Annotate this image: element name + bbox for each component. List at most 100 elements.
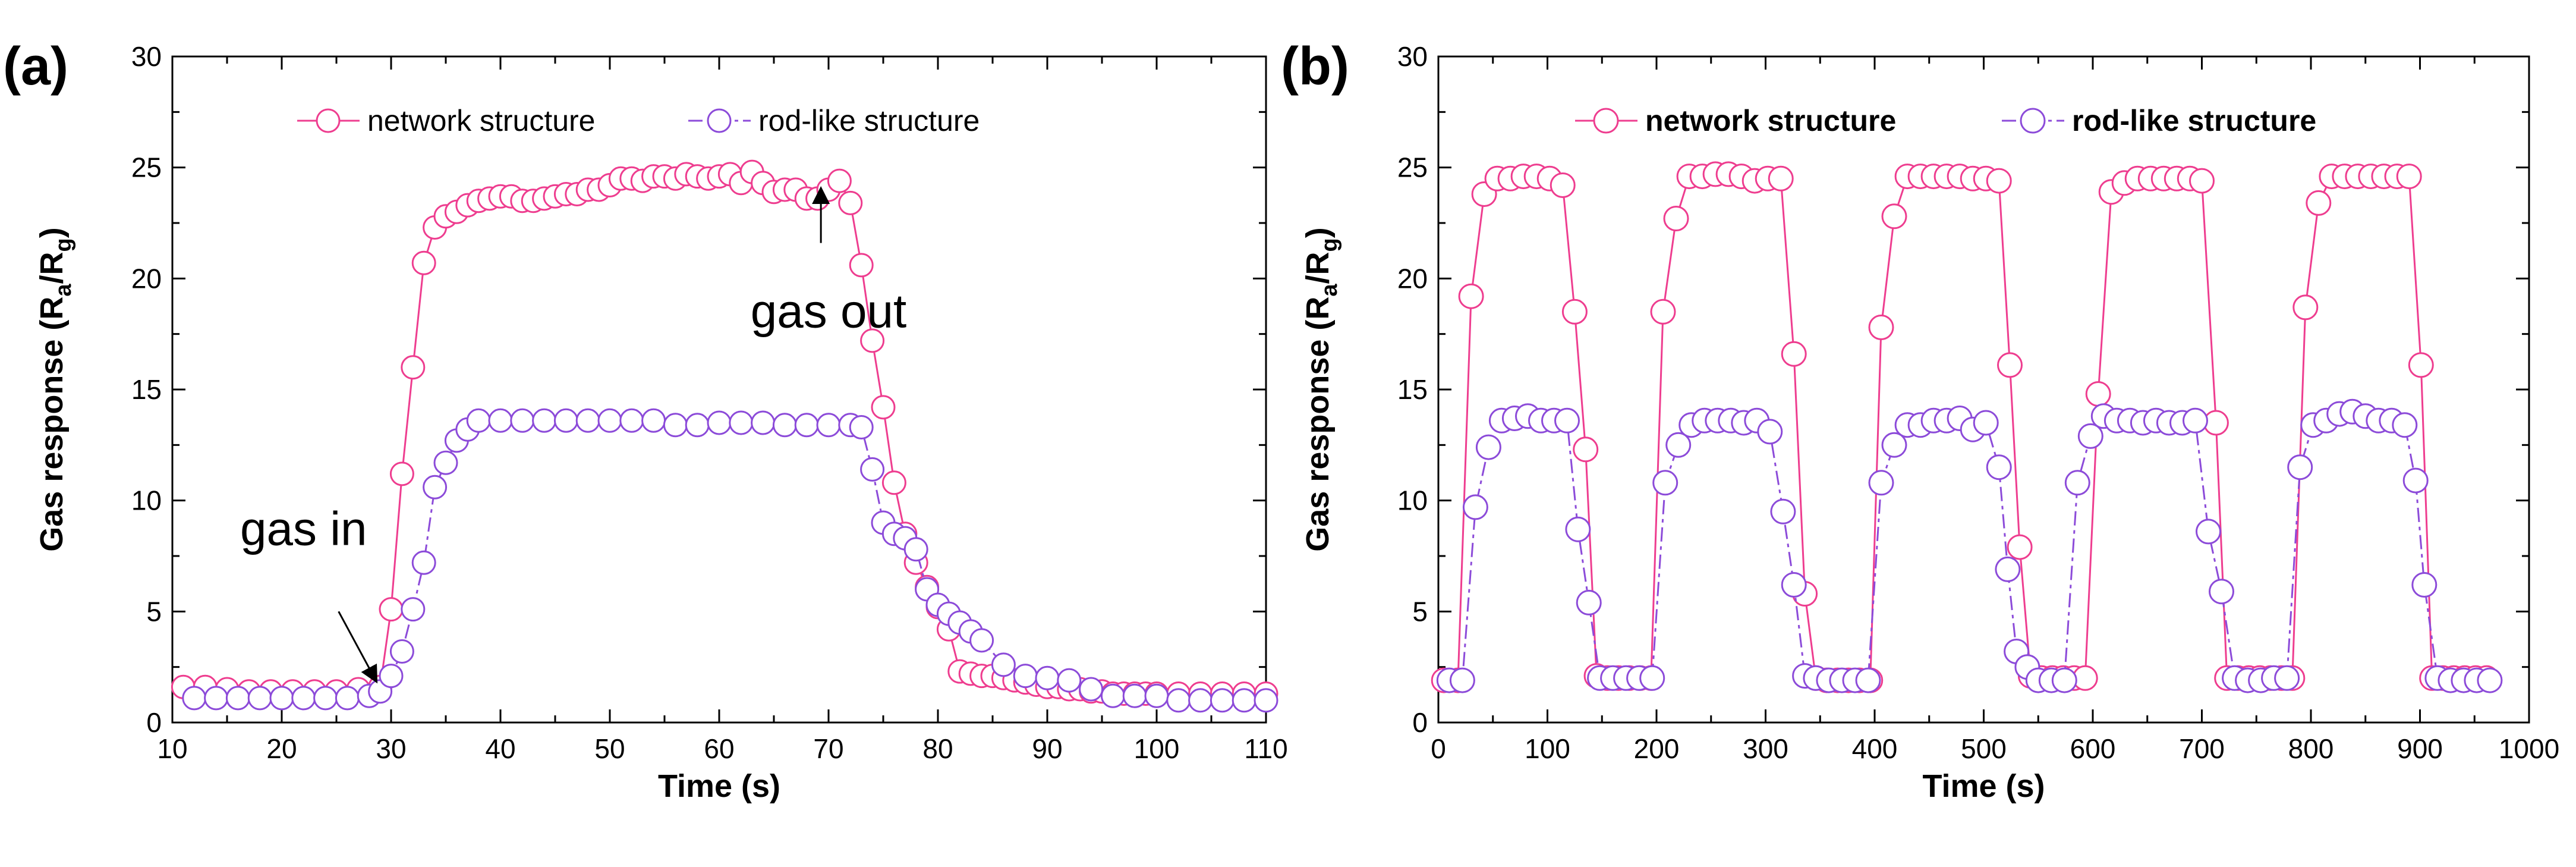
y-axis-title-part: ) xyxy=(34,227,70,238)
series-line-b-rodlike xyxy=(1449,410,2490,681)
y-tick-label-b: 10 xyxy=(1397,485,1428,516)
data-point-b-network xyxy=(2085,381,2111,407)
data-point-b-rodlike xyxy=(2274,665,2300,691)
data-point-a-rodlike xyxy=(269,686,294,711)
x-tick-label-b: 100 xyxy=(1525,733,1570,764)
data-point-b-network xyxy=(1561,299,1588,325)
x-tick-label-a: 110 xyxy=(1244,733,1287,764)
x-tick-label-b: 600 xyxy=(2070,733,2116,764)
data-point-b-rodlike xyxy=(1565,516,1591,542)
x-tick-label-b: 800 xyxy=(2288,733,2334,764)
y-tick-label-a: 5 xyxy=(146,596,162,627)
x-tick-label-a: 20 xyxy=(266,733,297,764)
y-axis-title-a: Gas response (Ra/Rg) xyxy=(34,227,76,552)
legend-marker-a-0 xyxy=(316,108,341,133)
data-point-b-network xyxy=(1868,315,1894,340)
data-point-a-network xyxy=(849,253,874,278)
data-point-a-rodlike xyxy=(849,415,874,439)
data-point-b-rodlike xyxy=(2196,519,2221,545)
y-axis-title-part: Gas response (R xyxy=(34,297,70,552)
data-point-a-network xyxy=(860,328,885,353)
data-point-a-rodlike xyxy=(553,408,578,433)
data-point-a-rodlike xyxy=(707,410,732,435)
data-point-b-network xyxy=(1550,172,1576,198)
data-point-b-rodlike xyxy=(2392,412,2418,438)
annotation-arrow-a-0 xyxy=(338,611,378,684)
data-point-a-rodlike xyxy=(794,413,819,438)
data-point-b-network xyxy=(1986,168,2012,194)
data-point-a-network xyxy=(827,168,852,193)
data-point-a-network xyxy=(838,190,863,215)
y-axis-title-b: Gas response (Ra/Rg) xyxy=(1300,227,1342,552)
annotation-a-1: gas out xyxy=(751,284,906,337)
data-point-b-network xyxy=(1881,203,1907,230)
data-point-b-rodlike xyxy=(1554,407,1580,434)
y-tick-label-a: 30 xyxy=(131,41,162,72)
y-axis-title-part: /R xyxy=(34,252,70,284)
y-tick-label-b: 5 xyxy=(1412,596,1428,627)
data-point-a-network xyxy=(401,355,426,380)
panel-b: (b) 0 100 200 300 400 500 600 700 800 900 1000 0 5 10… xyxy=(1281,37,2559,804)
data-point-a-rodlike xyxy=(510,408,535,433)
data-point-b-rodlike xyxy=(2287,454,2313,480)
data-point-b-rodlike xyxy=(1781,572,1807,598)
data-point-b-network xyxy=(1997,352,2023,378)
data-point-a-rodlike xyxy=(411,550,436,575)
data-point-a-rodlike xyxy=(1057,668,1082,693)
x-tick-label-b: 0 xyxy=(1431,733,1446,764)
data-point-b-rodlike xyxy=(1757,419,1783,445)
data-point-b-rodlike xyxy=(1855,667,1881,693)
y-axis-title-part: /R xyxy=(1300,252,1336,284)
data-point-a-rodlike xyxy=(816,413,841,438)
legend-marker-b-0 xyxy=(1593,108,1619,134)
data-point-a-rodlike xyxy=(860,457,885,482)
x-tick-label-b: 700 xyxy=(2179,733,2225,764)
data-point-b-rodlike xyxy=(1665,432,1692,458)
y-tick-label-a: 15 xyxy=(131,374,162,405)
data-point-a-rodlike xyxy=(488,408,513,433)
data-point-a-rodlike xyxy=(532,408,557,433)
data-point-b-rodlike xyxy=(2051,667,2077,693)
y-tick-label-b: 15 xyxy=(1397,374,1428,405)
data-point-a-rodlike xyxy=(225,686,250,711)
data-point-b-rodlike xyxy=(1995,556,2021,582)
data-point-a-rodlike xyxy=(1166,688,1191,713)
data-point-b-network xyxy=(1781,341,1807,367)
y-tick-label-a: 25 xyxy=(131,152,162,183)
data-point-a-rodlike xyxy=(401,597,426,622)
data-point-b-network xyxy=(2396,164,2422,190)
data-point-a-rodlike xyxy=(663,413,688,438)
data-point-a-network xyxy=(881,470,906,495)
data-point-b-network xyxy=(2408,352,2434,378)
data-point-b-rodlike xyxy=(1973,410,1999,436)
data-point-b-rodlike xyxy=(2402,467,2429,494)
y-tick-label-b: 30 xyxy=(1397,41,1428,72)
x-tick-label-b: 400 xyxy=(1852,733,1898,764)
y-tick-label-b: 20 xyxy=(1397,263,1428,294)
data-point-a-rodlike xyxy=(685,413,710,438)
data-point-b-network xyxy=(1650,299,1676,325)
series-line-a-rodlike xyxy=(194,419,1266,702)
x-axis-title-b: Time (s) xyxy=(1922,768,2045,804)
data-point-b-network xyxy=(1458,283,1484,309)
y-tick-label-a: 0 xyxy=(146,707,162,738)
x-tick-label-a: 100 xyxy=(1134,733,1180,764)
x-tick-label-a: 70 xyxy=(813,733,843,764)
data-point-a-rodlike xyxy=(433,450,458,475)
data-point-a-rodlike xyxy=(969,628,994,653)
data-point-b-network xyxy=(1663,206,1689,231)
panel-a: (a) 10 20 30 40 50 60 70 80 90 100 110 0 5 10 15 20 25 30… xyxy=(3,37,1288,804)
data-point-b-rodlike xyxy=(1868,470,1894,496)
data-point-a-rodlike xyxy=(619,408,644,433)
data-point-b-network xyxy=(2189,168,2215,194)
data-point-a-rodlike xyxy=(991,652,1016,677)
y-axis-title-subscript: a xyxy=(51,284,76,297)
data-point-b-rodlike xyxy=(1881,432,1907,458)
data-point-b-network xyxy=(1573,436,1599,463)
x-tick-label-a: 10 xyxy=(157,733,187,764)
data-point-b-rodlike xyxy=(1462,494,1488,520)
data-point-a-rodlike xyxy=(1035,665,1060,690)
data-point-a-rodlike xyxy=(389,639,414,664)
data-point-b-rodlike xyxy=(2209,579,2234,605)
data-point-a-rodlike xyxy=(335,686,360,711)
